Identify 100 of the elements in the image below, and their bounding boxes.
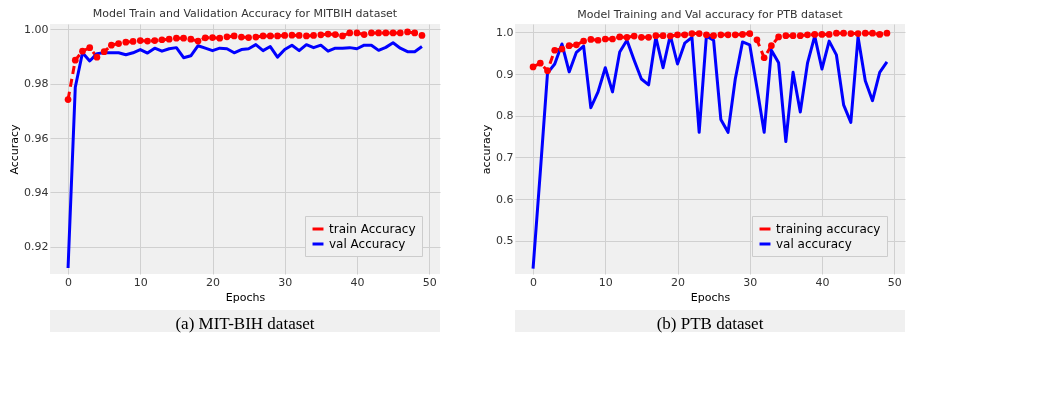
- point: [389, 29, 397, 37]
- point: [536, 59, 544, 67]
- point: [681, 31, 689, 39]
- point: [165, 35, 173, 43]
- point: [674, 31, 681, 39]
- point: [122, 38, 130, 46]
- y-tick-label: 1.00: [24, 22, 49, 36]
- y-tick-label: 0.98: [24, 77, 49, 91]
- point: [115, 40, 122, 47]
- legend-label: val accuracy: [776, 237, 852, 251]
- point: [173, 34, 180, 42]
- point: [811, 31, 819, 38]
- x-tick-label: 30: [743, 275, 758, 289]
- point: [869, 29, 876, 37]
- point: [594, 36, 602, 44]
- point: [194, 37, 202, 45]
- point: [317, 31, 325, 39]
- point: [238, 33, 245, 41]
- x-tick-label: 10: [133, 275, 148, 289]
- x-tick-label: 20: [206, 275, 220, 289]
- point: [782, 32, 790, 40]
- point: [804, 31, 811, 39]
- point: [129, 38, 137, 45]
- point: [339, 32, 346, 40]
- point: [789, 32, 797, 40]
- point: [281, 32, 289, 39]
- y-axis-title: Accuracy: [8, 123, 22, 175]
- point: [840, 29, 847, 37]
- point: [295, 32, 303, 39]
- point: [558, 45, 566, 53]
- point: [775, 33, 782, 41]
- point: [360, 31, 368, 38]
- point: [645, 33, 652, 41]
- x-tick-label: 0: [530, 275, 538, 289]
- x-tick-label: 10: [598, 275, 613, 289]
- point: [760, 54, 768, 62]
- point: [187, 35, 195, 43]
- point: [818, 31, 826, 38]
- point: [201, 34, 209, 42]
- point: [324, 30, 332, 38]
- point: [151, 37, 159, 44]
- point: [768, 42, 775, 50]
- y-tick-label: 1.0: [496, 25, 514, 39]
- x-tick-label: 50: [887, 275, 902, 289]
- x-tick-label: 0: [65, 275, 73, 289]
- point: [353, 29, 361, 37]
- point: [601, 35, 609, 43]
- point: [310, 32, 317, 39]
- point: [876, 31, 884, 38]
- point: [368, 29, 375, 37]
- x-tick-label: 30: [278, 275, 293, 289]
- point: [623, 33, 631, 41]
- point: [245, 34, 252, 41]
- point: [616, 33, 624, 41]
- legend-label: val Accuracy: [329, 237, 406, 251]
- y-tick-label: 0.7: [496, 150, 514, 164]
- point: [411, 29, 419, 37]
- point: [158, 36, 166, 44]
- x-axis-title: Epochs: [690, 290, 731, 304]
- point: [710, 32, 717, 40]
- point: [703, 31, 710, 39]
- x-axis-title: Epochs: [225, 290, 266, 304]
- point: [573, 41, 580, 49]
- point: [303, 32, 310, 40]
- point: [825, 31, 833, 38]
- point: [652, 32, 660, 40]
- x-tick-label: 40: [350, 275, 365, 289]
- point: [833, 29, 840, 37]
- point: [724, 31, 732, 39]
- point: [93, 53, 101, 61]
- y-tick-label: 0.5: [496, 234, 514, 248]
- point: [861, 29, 869, 37]
- y-tick-label: 0.94: [24, 185, 49, 199]
- point: [746, 30, 754, 37]
- point: [346, 29, 354, 37]
- point: [659, 32, 667, 40]
- y-tick-label: 0.9: [496, 67, 514, 81]
- point: [216, 34, 224, 42]
- x-tick-label: 20: [671, 275, 685, 289]
- point: [847, 30, 855, 37]
- x-tick-label: 50: [422, 275, 437, 289]
- legend-label: train Accuracy: [329, 222, 416, 236]
- point: [100, 48, 108, 56]
- point: [144, 37, 151, 45]
- point: [396, 29, 404, 37]
- point: [331, 31, 339, 38]
- point: [587, 36, 595, 43]
- text: (a) MIT-BIH dataset: [175, 314, 315, 333]
- point: [565, 42, 573, 50]
- point: [418, 32, 426, 39]
- x-tick-label: 40: [815, 275, 830, 289]
- point: [230, 32, 238, 40]
- point: [544, 67, 551, 75]
- point: [136, 37, 144, 44]
- y-tick-label: 0.6: [496, 192, 514, 206]
- point: [688, 30, 696, 37]
- point: [695, 30, 703, 37]
- point: [288, 31, 296, 39]
- point: [580, 37, 587, 45]
- chart-title: Model Train and Validation Accuracy for MITBIH dataset: [92, 7, 398, 21]
